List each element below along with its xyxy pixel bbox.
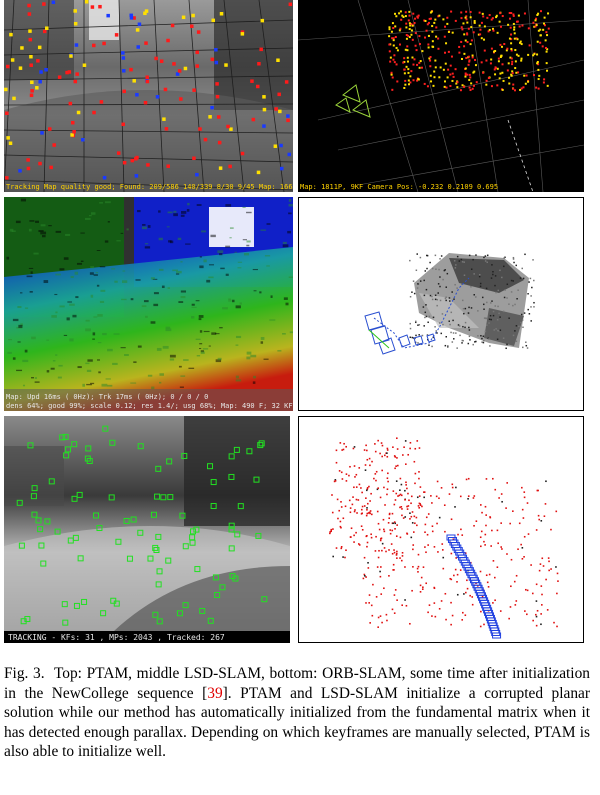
orb-status-text: TRACKING - KFs: 31 , MPs: 2043 , Tracked…	[8, 633, 225, 642]
lsd-map-panel	[298, 197, 584, 411]
lsd-status-line2: dens 64%; good 99%; scale 0.12; res 1.4/…	[6, 402, 293, 410]
orb-map-image	[299, 417, 583, 642]
caption-text-before-ref: Top: PTAM, middle LSD-SLAM, bottom: ORB-…	[4, 665, 590, 702]
orb-camera-panel: TRACKING - KFs: 31 , MPs: 2043 , Tracked…	[4, 416, 290, 643]
ptam-status-text: Tracking Map quality good; Found: 209/58…	[6, 183, 293, 191]
lsd-camera-image	[4, 197, 293, 411]
lsd-camera-panel: Map: Upd 16ms ( 0Hz); Trk 17ms ( 0Hz); 0…	[4, 197, 293, 411]
orb-map-panel	[298, 416, 584, 643]
lsd-status-line1: Map: Upd 16ms ( 0Hz); Trk 17ms ( 0Hz); 0…	[6, 393, 209, 401]
caption-text-after-ref: ]. PTAM and LSD-SLAM initialize a corrup…	[4, 684, 590, 761]
ptam-map-image	[298, 0, 584, 192]
caption-citation-link[interactable]: 39	[207, 684, 223, 702]
orb-camera-image	[4, 416, 290, 643]
ptam-camera-image	[4, 0, 293, 192]
ptam-map-panel: Map: 1811P, 9KF Camera Pos: -0.232 0.210…	[298, 0, 584, 192]
lsd-map-image	[299, 198, 583, 410]
ptam-camera-panel: Tracking Map quality good; Found: 209/58…	[4, 0, 293, 192]
ptam-map-status-text: Map: 1811P, 9KF Camera Pos: -0.232 0.210…	[300, 183, 499, 191]
figure-caption: Fig. 3. Top: PTAM, middle LSD-SLAM, bott…	[4, 664, 590, 762]
caption-label: Fig. 3.	[4, 665, 45, 682]
